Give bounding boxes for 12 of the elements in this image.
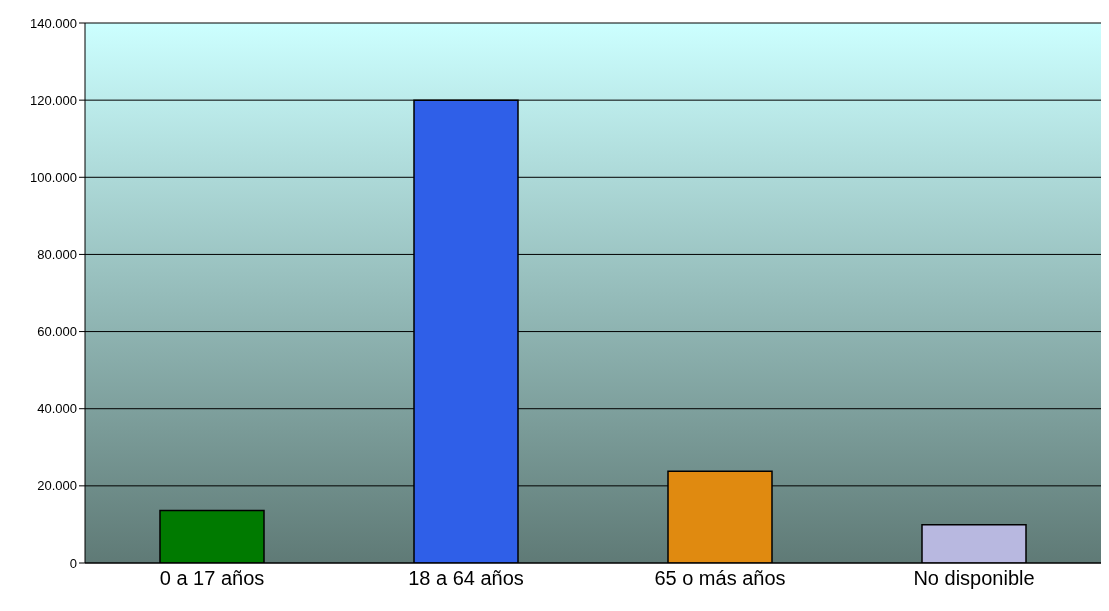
- y-tick-label: 140.000: [30, 15, 77, 31]
- y-tick-label: 0: [69, 555, 77, 571]
- x-tick-label: 0 a 17 años: [159, 567, 265, 590]
- y-tick-label: 60.000: [37, 324, 77, 340]
- y-tick-label: 100.000: [30, 169, 77, 185]
- x-tick-label: 65 o más años: [654, 567, 786, 590]
- y-tick-label: 40.000: [37, 401, 77, 417]
- y-tick-label: 20.000: [37, 478, 77, 494]
- y-tick-label: 120.000: [30, 92, 77, 108]
- y-tick-label: 80.000: [37, 247, 77, 263]
- x-tick-label: No disponible: [913, 567, 1035, 590]
- x-tick-label: 18 a 64 años: [408, 567, 524, 590]
